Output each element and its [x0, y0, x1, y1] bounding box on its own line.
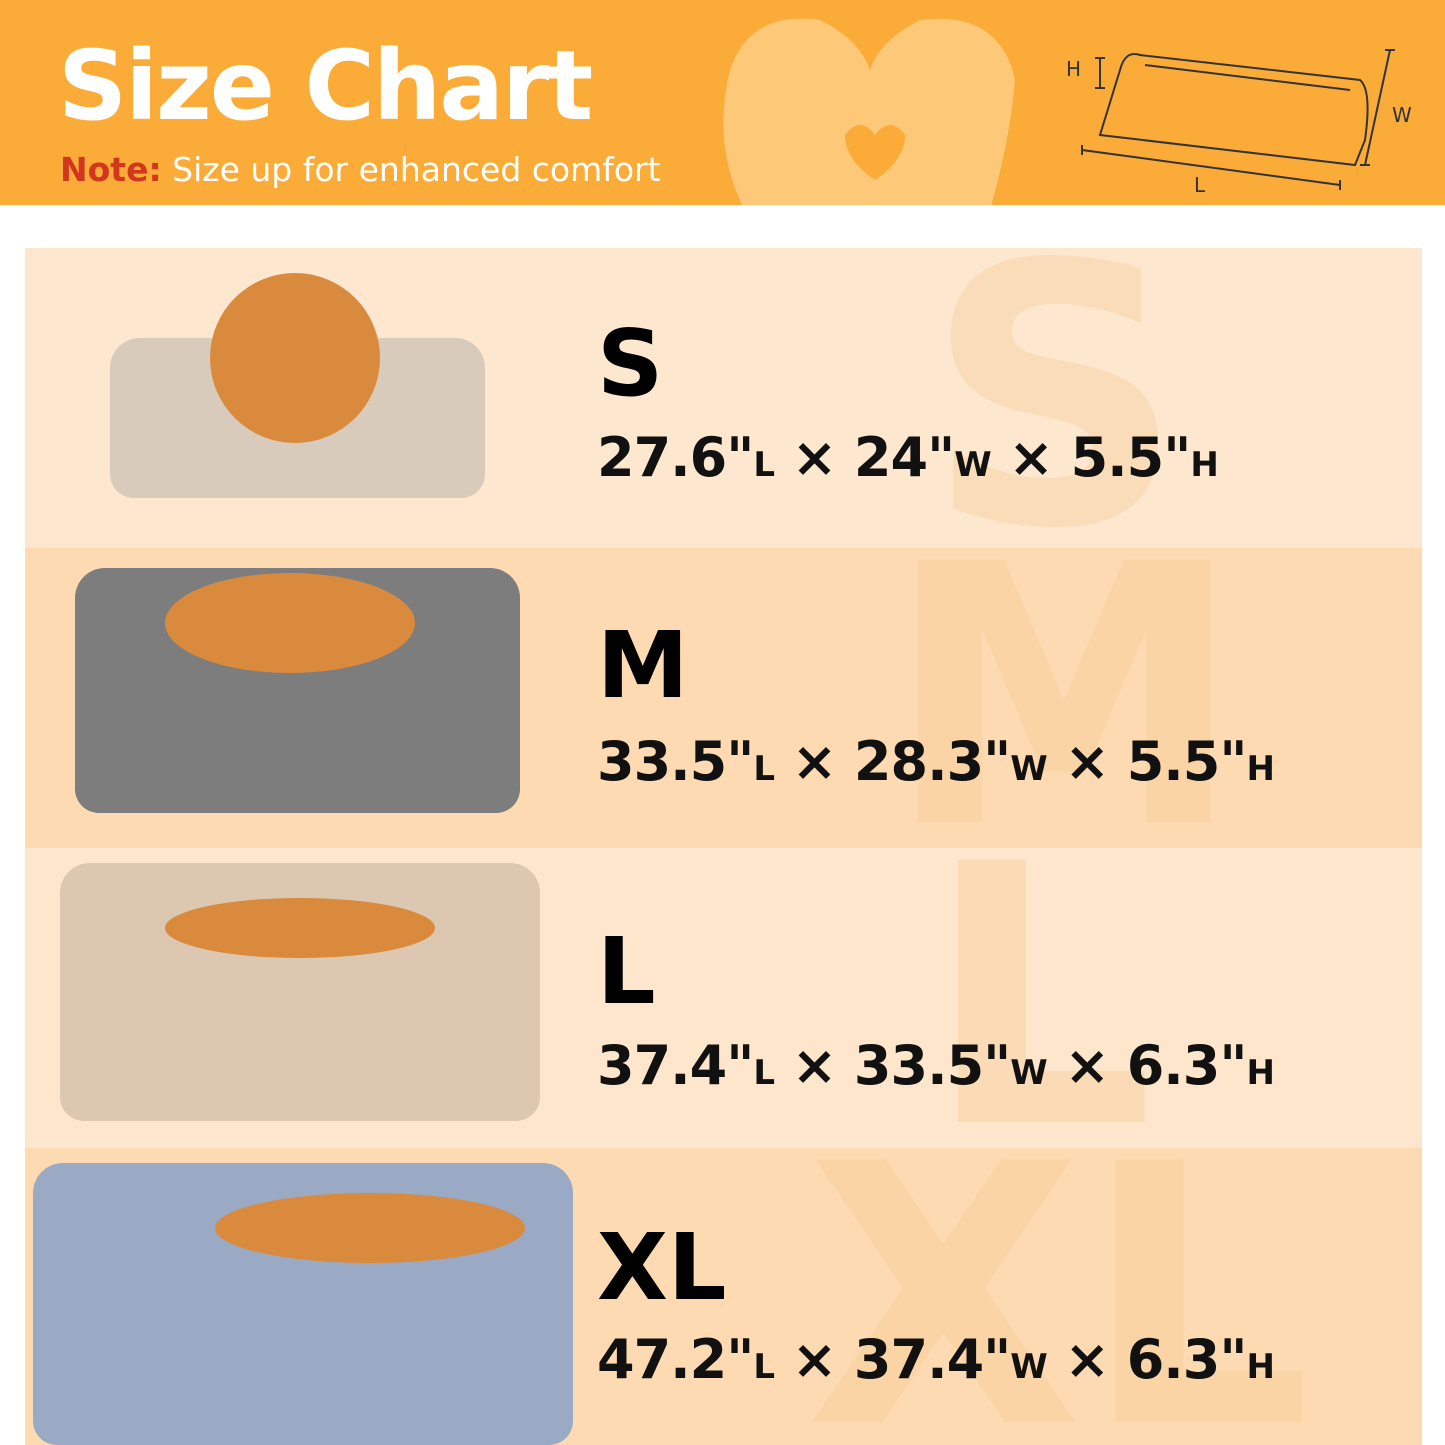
watermark-letter: S: [925, 248, 1185, 548]
size-label: S: [597, 310, 664, 417]
dimensions: 27.6"L × 24"W × 5.5"H: [597, 426, 1219, 489]
note-text: Size up for enhanced comfort: [172, 150, 661, 189]
size-label: M: [597, 612, 689, 719]
page-title: Size Chart: [58, 30, 593, 142]
size-row-s: S S 27.6"L × 24"W × 5.5"H: [25, 248, 1422, 548]
note: Note: Size up for enhanced comfort: [60, 150, 661, 189]
watermark-letter: L: [925, 848, 1155, 1148]
dimensions: 47.2"L × 37.4"W × 6.3"H: [597, 1328, 1275, 1391]
size-row-m: M M 33.5"L × 28.3"W × 5.5"H: [25, 548, 1422, 848]
bed-dimension-diagram-icon: H W L: [1066, 49, 1412, 197]
dog-image: [215, 1193, 525, 1263]
diagram-l-label: L: [1194, 173, 1206, 197]
dog-image: [165, 573, 415, 673]
dog-image: [165, 898, 435, 958]
size-label: L: [597, 918, 656, 1025]
diagram-w-label: W: [1392, 103, 1412, 127]
dimensions: 37.4"L × 33.5"W × 6.3"H: [597, 1034, 1275, 1097]
size-row-l: L L 37.4"L × 33.5"W × 6.3"H: [25, 848, 1422, 1148]
size-label: XL: [597, 1214, 727, 1321]
dog-head-silhouette-icon: [723, 18, 1015, 205]
size-table: S S 27.6"L × 24"W × 5.5"H M M 33.5"L × 2…: [25, 248, 1422, 1445]
diagram-h-label: H: [1066, 57, 1081, 81]
dimensions: 33.5"L × 28.3"W × 5.5"H: [597, 730, 1275, 793]
watermark-letter: M: [885, 548, 1244, 848]
watermark-letter: XL: [805, 1148, 1312, 1445]
dog-image: [210, 273, 380, 443]
size-row-xl: XL XL 47.2"L × 37.4"W × 6.3"H: [25, 1148, 1422, 1445]
header-banner: Size Chart Note: Size up for enhanced co…: [0, 0, 1445, 205]
note-label: Note:: [60, 150, 162, 189]
